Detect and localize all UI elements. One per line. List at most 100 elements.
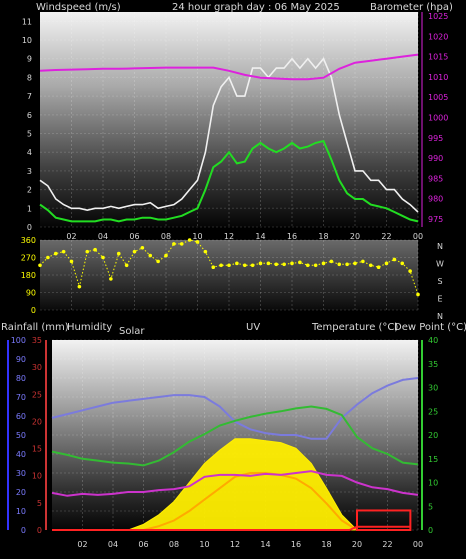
- x-tick-label-bottom: 14: [260, 540, 270, 549]
- compass-label: E: [437, 295, 442, 304]
- wind-direction-point: [329, 259, 334, 264]
- wind-direction-point: [416, 292, 420, 297]
- windspeed-tick-label: 6: [27, 111, 32, 120]
- windspeed-tick-label: 2: [27, 186, 32, 195]
- compass-label: W: [436, 260, 444, 269]
- wind-direction-point: [376, 265, 381, 270]
- wind-direction-point: [140, 245, 145, 250]
- barometer-tick-label: 980: [428, 195, 443, 204]
- temperature-tick-label: 10: [428, 479, 438, 488]
- rainfall-line: [52, 525, 411, 531]
- rain-tick-label: 50: [16, 431, 26, 440]
- wind-direction-point: [361, 259, 365, 264]
- compass-label: S: [437, 277, 442, 286]
- direction-tick-label: 270: [21, 254, 36, 263]
- dew-point-line: [51, 470, 419, 497]
- x-tick-label-top: 22: [381, 232, 391, 241]
- uv-line: [143, 472, 358, 531]
- uv-label: UV: [246, 322, 260, 333]
- x-tick-label-bottom: 02: [77, 540, 87, 549]
- wind-direction-point: [132, 249, 137, 254]
- rain-tick-label: 100: [11, 336, 26, 345]
- dew-point-label: Dew Point (°C): [394, 322, 466, 333]
- barometer-tick-label: 1020: [428, 32, 448, 41]
- temperature-label: Temperature (°C): [311, 322, 398, 333]
- chart-marks: [38, 53, 420, 532]
- barometer-tick-label: 1005: [428, 93, 448, 102]
- chart-title: 24 hour graph day : 06 May 2025: [172, 2, 340, 13]
- windspeed-tick-label: 4: [27, 148, 32, 157]
- wind-direction-point: [392, 257, 397, 262]
- rainfall-label: Rainfall (mm): [1, 322, 69, 333]
- rain-tick-label: 60: [16, 412, 26, 421]
- rain-tick-label: 0: [21, 526, 26, 535]
- solar-area: [128, 438, 359, 531]
- wind-direction-point: [274, 262, 279, 267]
- x-tick-label-bottom: 12: [230, 540, 240, 549]
- direction-tick-label: 360: [21, 236, 36, 245]
- barometer-tick-label: 985: [428, 174, 443, 183]
- rainfall-bar: [356, 509, 412, 532]
- wind-direction-point: [101, 255, 105, 260]
- rain-tick-label: 10: [16, 507, 26, 516]
- temperature-tick-label: 5: [428, 502, 433, 511]
- wind-panel-background: [40, 12, 418, 227]
- x-tick-label-top: 14: [255, 232, 265, 241]
- windspeed-tick-label: 1: [27, 204, 32, 213]
- barometer-line: [39, 53, 419, 81]
- wind-direction-point: [305, 263, 310, 268]
- wind-direction-point: [219, 263, 223, 268]
- tick-labels: 0202040406060808101012121414161618182020…: [11, 12, 449, 549]
- barometer-tick-label: 1015: [428, 53, 448, 62]
- barometer-tick-label: 975: [428, 215, 443, 224]
- windspeed-axis-title: Windspeed (m/s): [36, 2, 121, 13]
- wind-direction-point: [179, 242, 184, 246]
- compass-label: N: [437, 242, 443, 251]
- barometer-tick-label: 995: [428, 134, 443, 143]
- humidity-tick-label: 30: [32, 363, 42, 372]
- windspeed-tick-label: 5: [27, 130, 32, 139]
- direction-tick-label: 180: [21, 271, 36, 280]
- x-tick-label-top: 04: [98, 232, 108, 241]
- x-tick-label-top: 12: [224, 232, 234, 241]
- temperature-tick-label: 30: [428, 384, 438, 393]
- x-tick-label-top: 16: [287, 232, 297, 241]
- x-tick-label-bottom: 04: [108, 540, 118, 549]
- gridlines: [7, 12, 423, 531]
- x-tick-label-bottom: 18: [321, 540, 331, 549]
- x-tick-label-top: 00: [413, 232, 423, 241]
- wind-direction-point: [187, 238, 192, 242]
- x-tick-label-top: 20: [350, 232, 360, 241]
- windspeed-tick-label: 8: [27, 73, 32, 82]
- rain-tick-label: 20: [16, 488, 26, 497]
- windspeed-line: [39, 57, 419, 213]
- wind-direction-point: [250, 263, 255, 268]
- wind-direction-point: [368, 263, 373, 268]
- barometer-tick-label: 1000: [428, 113, 448, 122]
- windspeed-tick-label: 9: [27, 55, 32, 64]
- x-tick-label-top: 10: [192, 232, 202, 241]
- temperature-line: [51, 405, 419, 467]
- wind-direction-point: [61, 249, 66, 254]
- wind-average-line: [39, 139, 419, 223]
- temperature-tick-label: 25: [428, 407, 438, 416]
- rain-tick-label: 70: [16, 393, 26, 402]
- humidity-tick-label: 20: [32, 417, 42, 426]
- rain-tick-label: 80: [16, 374, 26, 383]
- wind-direction-point: [353, 261, 357, 266]
- x-tick-label-bottom: 10: [199, 540, 209, 549]
- windspeed-tick-label: 10: [22, 36, 32, 45]
- wind-direction-point: [298, 260, 302, 265]
- windspeed-tick-label: 3: [27, 167, 32, 176]
- humidity-tick-label: 5: [37, 499, 42, 508]
- humidity-tick-label: 0: [37, 526, 42, 535]
- barometer-tick-label: 1010: [428, 73, 448, 82]
- temperature-tick-label: 0: [428, 526, 433, 535]
- humidity-tick-label: 25: [32, 390, 42, 399]
- temperature-tick-label: 35: [428, 360, 438, 369]
- compass-label: N: [437, 312, 443, 321]
- wind-direction-point: [242, 263, 247, 268]
- rain-tick-label: 30: [16, 469, 26, 478]
